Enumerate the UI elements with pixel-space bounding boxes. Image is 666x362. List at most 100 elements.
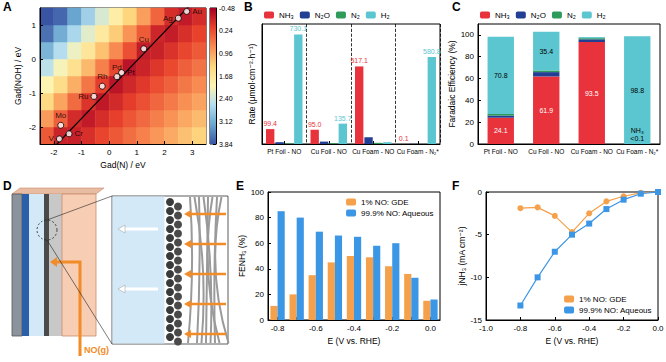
svg-text:Pt: Pt xyxy=(127,68,135,77)
svg-text:Cu Foam - N₂*: Cu Foam - N₂* xyxy=(616,148,659,155)
svg-text:FENH₃ (%): FENH₃ (%) xyxy=(237,235,247,277)
svg-text:-0.4: -0.4 xyxy=(347,324,361,333)
svg-text:80: 80 xyxy=(465,52,474,61)
svg-text:C: C xyxy=(452,0,461,14)
svg-text:1% NO: GDE: 1% NO: GDE xyxy=(579,295,627,304)
svg-text:Cu Foam - N₂*: Cu Foam - N₂* xyxy=(397,148,440,155)
svg-text:jNH₃ (mA cm⁻²): jNH₃ (mA cm⁻²) xyxy=(457,226,467,286)
svg-text:Pt Foil - NO: Pt Foil - NO xyxy=(484,148,518,155)
svg-text:Faradaic Efficiency (%): Faradaic Efficiency (%) xyxy=(447,40,457,127)
svg-text:0: 0 xyxy=(260,316,265,325)
svg-text:61.9: 61.9 xyxy=(539,107,553,114)
svg-text:1: 1 xyxy=(32,21,37,30)
svg-text:-10: -10 xyxy=(470,273,482,282)
svg-text:-0.4: -0.4 xyxy=(582,324,596,333)
svg-text:0: 0 xyxy=(107,148,112,157)
svg-text:99.9% NO: Aqueous: 99.9% NO: Aqueous xyxy=(361,209,434,218)
svg-text:<0.1: <0.1 xyxy=(630,135,644,142)
svg-text:Rate (μmol·cm⁻²·h⁻¹): Rate (μmol·cm⁻²·h⁻¹) xyxy=(247,43,257,124)
svg-text:Cu Foil - NO: Cu Foil - NO xyxy=(311,148,347,155)
svg-text:-2: -2 xyxy=(50,148,58,157)
svg-text:NH₃: NH₃ xyxy=(631,127,644,134)
svg-text:3.84: 3.84 xyxy=(219,141,233,148)
svg-text:Ru: Ru xyxy=(78,92,88,101)
svg-text:1: 1 xyxy=(135,148,140,157)
svg-text:0.0: 0.0 xyxy=(425,324,437,333)
svg-text:517.1: 517.1 xyxy=(350,57,368,64)
svg-text:A: A xyxy=(3,0,12,14)
svg-text:-2: -2 xyxy=(29,123,37,132)
svg-text:2.40: 2.40 xyxy=(219,95,233,102)
svg-text:-5: -5 xyxy=(475,230,483,239)
svg-text:N₂O: N₂O xyxy=(531,11,546,20)
svg-text:Cu Foam - NO: Cu Foam - NO xyxy=(571,148,613,155)
svg-text:E: E xyxy=(236,179,244,193)
svg-text:Pt Foil - NO: Pt Foil - NO xyxy=(267,148,301,155)
svg-text:80: 80 xyxy=(255,213,264,222)
svg-text:95.0: 95.0 xyxy=(308,121,322,128)
svg-text:-0.2: -0.2 xyxy=(385,324,399,333)
svg-text:H₂: H₂ xyxy=(381,11,390,20)
svg-text:0.24: 0.24 xyxy=(219,27,233,34)
svg-text:0.1: 0.1 xyxy=(399,135,409,142)
svg-text:-0.8: -0.8 xyxy=(514,324,528,333)
svg-text:99.4: 99.4 xyxy=(263,120,277,127)
svg-text:N₂: N₂ xyxy=(567,11,576,20)
svg-text:E (V vs. RHE): E (V vs. RHE) xyxy=(546,336,599,346)
svg-text:580.8: 580.8 xyxy=(423,48,441,55)
svg-text:0.0: 0.0 xyxy=(652,324,664,333)
svg-text:98.8: 98.8 xyxy=(630,87,644,94)
svg-text:Cu Foil - NO: Cu Foil - NO xyxy=(528,148,564,155)
svg-text:Cu: Cu xyxy=(139,35,149,44)
svg-text:20: 20 xyxy=(465,118,474,127)
svg-text:Gad(NOH) / eV: Gad(NOH) / eV xyxy=(13,47,23,105)
svg-text:Au: Au xyxy=(192,7,202,16)
svg-text:1% NO: GDE: 1% NO: GDE xyxy=(361,198,409,207)
svg-text:-0.48: -0.48 xyxy=(219,5,235,12)
svg-text:Ag: Ag xyxy=(163,14,173,23)
svg-text:70.8: 70.8 xyxy=(494,72,508,79)
svg-text:E (V vs. RHE): E (V vs. RHE) xyxy=(328,336,381,346)
svg-text:-0.8: -0.8 xyxy=(271,324,285,333)
svg-text:NO(g): NO(g) xyxy=(84,345,109,355)
svg-text:Rh: Rh xyxy=(97,72,107,81)
svg-text:0.96: 0.96 xyxy=(219,50,233,57)
svg-text:730.1: 730.1 xyxy=(290,25,308,32)
svg-text:F: F xyxy=(452,179,459,193)
svg-text:-1: -1 xyxy=(78,148,86,157)
svg-text:-1.0: -1.0 xyxy=(479,324,493,333)
svg-text:V: V xyxy=(49,134,55,143)
svg-text:-0.2: -0.2 xyxy=(617,324,631,333)
svg-text:3: 3 xyxy=(190,148,195,157)
svg-text:0: 0 xyxy=(470,140,475,149)
svg-text:N₂: N₂ xyxy=(351,11,360,20)
svg-text:-0.6: -0.6 xyxy=(548,324,562,333)
svg-text:93.5: 93.5 xyxy=(585,90,599,97)
svg-text:-0.6: -0.6 xyxy=(309,324,323,333)
svg-text:Mo: Mo xyxy=(55,111,67,120)
svg-text:NH₃: NH₃ xyxy=(495,11,510,20)
svg-text:Cu Foam - NO: Cu Foam - NO xyxy=(352,148,394,155)
svg-text:Cr: Cr xyxy=(75,129,84,138)
svg-text:24.1: 24.1 xyxy=(494,127,508,134)
svg-text:D: D xyxy=(3,179,12,193)
svg-text:135.7: 135.7 xyxy=(334,115,352,122)
svg-text:100: 100 xyxy=(461,30,475,39)
svg-text:35.4: 35.4 xyxy=(539,48,553,55)
svg-text:0: 0 xyxy=(478,188,483,197)
svg-text:1.68: 1.68 xyxy=(219,73,233,80)
svg-text:60: 60 xyxy=(255,239,264,248)
svg-text:60: 60 xyxy=(465,74,474,83)
svg-text:-1: -1 xyxy=(29,89,37,98)
svg-text:Gad(N) / eV: Gad(N) / eV xyxy=(100,160,146,170)
svg-text:Pd: Pd xyxy=(112,63,122,72)
svg-text:0: 0 xyxy=(32,55,37,64)
svg-text:B: B xyxy=(244,0,253,14)
svg-text:H₂: H₂ xyxy=(597,11,606,20)
svg-text:NH₃: NH₃ xyxy=(279,11,294,20)
svg-text:3.12: 3.12 xyxy=(219,118,233,125)
svg-text:2: 2 xyxy=(162,148,167,157)
svg-text:100: 100 xyxy=(251,188,265,197)
svg-text:N₂O: N₂O xyxy=(315,11,330,20)
svg-text:40: 40 xyxy=(465,96,474,105)
